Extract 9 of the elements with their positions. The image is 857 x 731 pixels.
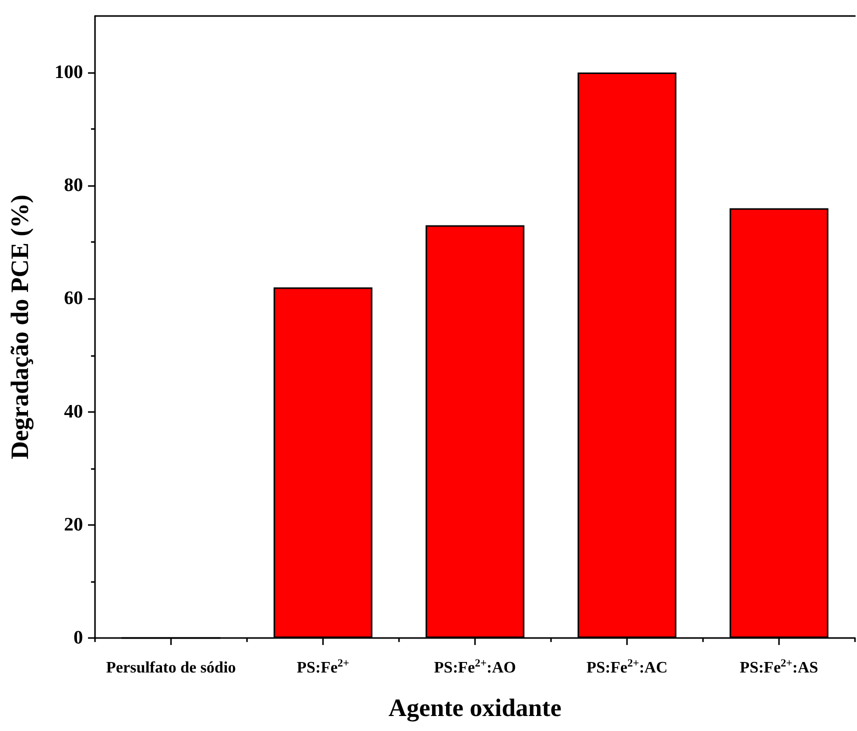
y-tick-label: 60 xyxy=(64,288,83,310)
y-tick-label: 20 xyxy=(64,514,83,536)
y-axis-title: Degradação do PCE (%) xyxy=(7,194,34,460)
y-tick-label: 0 xyxy=(74,628,83,648)
y-tick-label: 100 xyxy=(54,62,83,84)
y-tick-label: 80 xyxy=(64,175,83,196)
x-tick-label: Persulfato de sódio xyxy=(106,660,236,676)
x-axis-title: Agente oxidante xyxy=(388,695,562,722)
y-tick-label: 40 xyxy=(64,401,83,422)
